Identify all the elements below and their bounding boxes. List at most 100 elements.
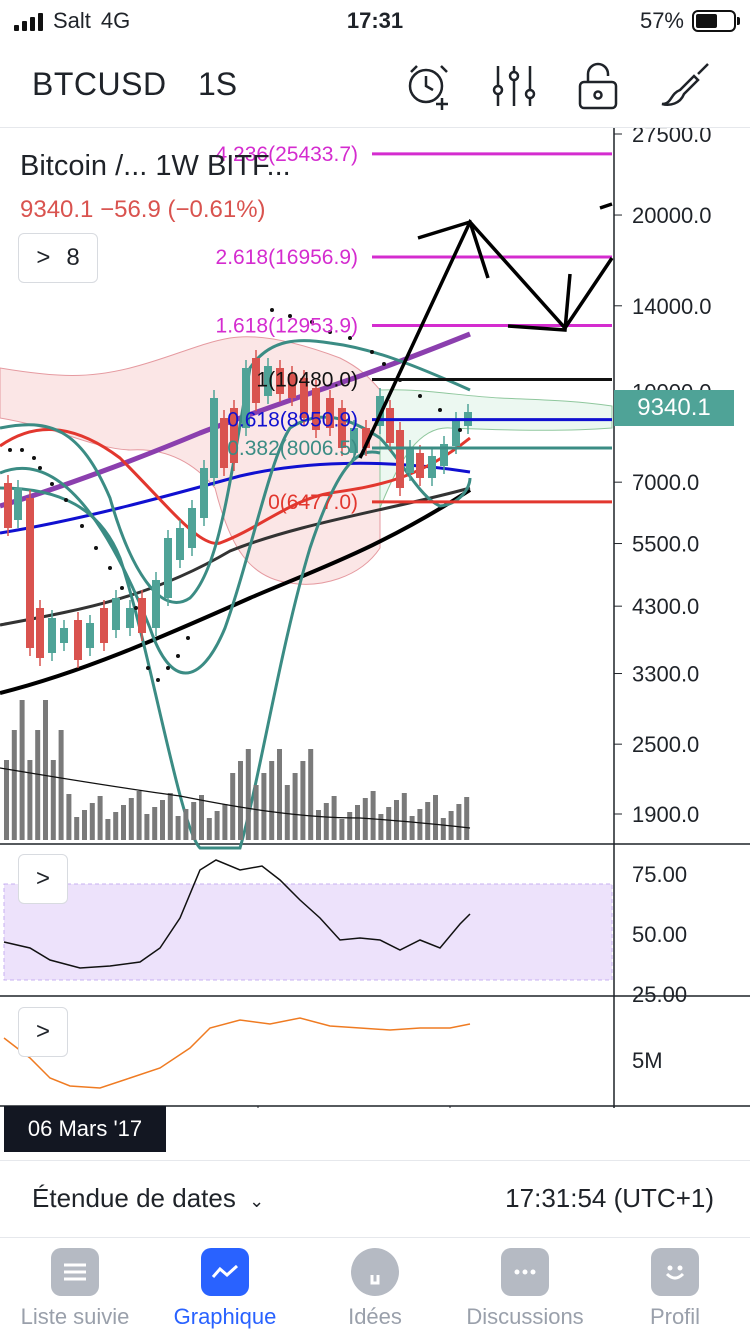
candle-body [112,598,120,630]
sar-dot [120,586,124,590]
volume-bar [464,797,470,840]
price-tick-label: 4300.0 [632,594,699,619]
volume-bar [50,760,56,840]
volume-bar [206,818,212,840]
sar-dot [418,394,422,398]
tab-watchlist[interactable]: Liste suivie [0,1248,150,1330]
sar-dot [186,636,190,640]
chevron-right-icon: > [35,1018,50,1045]
candle-body [288,374,296,398]
carrier-label: Salt [53,8,91,33]
tab-label: Liste suivie [20,1304,130,1329]
current-price-tag: 9340.1 [614,390,734,426]
status-time: 17:31 [346,8,404,33]
volume-bar [43,700,48,840]
volume-bar [440,818,446,840]
volume-bar [66,794,72,840]
alarm-add-icon[interactable] [402,60,454,112]
tab-bar: Liste suivie Graphique Idées Discussions… [0,1238,750,1334]
rsi-tick-label: 25.00 [632,982,687,1007]
volume-bar [167,793,173,840]
price-tick-label: 2500.0 [632,732,699,757]
volume-bar [277,749,282,840]
fib-level-label: 0.382(8006.5) [227,437,358,460]
battery-icon [692,10,740,32]
smile-icon [651,1248,699,1296]
candle-body [264,366,272,396]
legend-values: 9340.1 −56.9 (−0.61%) [20,196,266,223]
volume-bar [199,795,204,840]
candle-body [396,430,404,488]
tab-label: Graphique [173,1304,277,1329]
ma-100-line [0,486,471,627]
volume-bar [331,796,337,840]
sar-dot [20,448,24,452]
volume-bar [323,803,329,840]
chevron-down-icon: ⌄ [249,1191,265,1211]
sar-dot [94,546,98,550]
tab-ideas[interactable]: Idées [300,1248,450,1330]
volume-ma-line [0,767,471,829]
sar-dot [8,448,12,452]
volume-bar [222,804,228,840]
candle-body [4,483,12,528]
status-left: Salt 4G [14,8,130,34]
indicators-toggle-button[interactable]: > 8 [18,233,98,283]
volume-bar [456,804,462,840]
candle-body [48,618,56,653]
volume-bar [175,816,181,840]
volume-bar [19,700,25,840]
tab-chart[interactable]: Graphique [150,1248,300,1330]
volume-bar [121,805,126,840]
sar-dot [328,330,332,334]
rsi-tick-label: 50.00 [632,922,687,947]
battery-percent: 57% [639,8,684,33]
fib-level-label: 0.618(8950.9) [227,409,358,432]
timezone-clock[interactable]: 17:31:54 (UTC+1) [505,1183,714,1213]
volume-bar [74,817,80,840]
price-tick-label: 14000.0 [632,294,712,319]
chart-area[interactable]: 27500.020000.014000.010000.07000.05500.0… [0,128,750,1108]
indicators-icon[interactable] [488,60,540,112]
volume-bar [58,730,64,840]
fib-level-label: 0(6477.0) [268,491,358,514]
volume-pane-toggle[interactable]: > [18,1007,68,1057]
ma-50-line [0,461,471,535]
volume-bar [89,803,95,840]
fib-level-label: 1.618(12953.9) [216,315,358,338]
sar-dot [80,524,84,528]
bulb-icon [351,1248,399,1296]
interval-button[interactable]: 1S [198,66,238,102]
rsi-band [3,883,613,981]
volume-bar [214,811,220,840]
chart-toolbar: BTCUSD 1S [0,42,750,128]
status-bar: Salt 4G 17:31 57% [0,0,750,42]
volume-bar [269,761,275,840]
volume-bar [238,761,243,840]
tab-discussions[interactable]: Discussions [450,1248,600,1330]
sar-dot [146,666,150,670]
symbol-button[interactable]: BTCUSD [32,66,167,102]
sar-dot [64,498,68,502]
candle-body [300,378,308,418]
list-icon [51,1248,99,1296]
price-tick-label: 20000.0 [632,203,712,228]
volume-bar [253,785,259,840]
date-range-dropdown[interactable]: Étendue de dates ⌄ [32,1183,264,1214]
volume-bar [378,814,384,840]
volume-bar [4,760,9,840]
candle-body [452,420,460,446]
network-label: 4G [100,8,131,33]
sar-dot [108,566,112,570]
status-right: 57% [639,8,740,34]
price-chart[interactable]: 27500.020000.014000.010000.07000.05500.0… [0,128,750,1108]
volume-osc-line [3,1017,471,1089]
candle-body [416,453,424,478]
tab-profile[interactable]: Profil [600,1248,750,1330]
candle-body [176,528,184,560]
candle-body [164,538,172,598]
sar-dot [458,428,462,432]
drawing-icon[interactable] [658,60,710,112]
rsi-pane-toggle[interactable]: > [18,854,68,904]
lock-icon[interactable] [572,60,624,112]
